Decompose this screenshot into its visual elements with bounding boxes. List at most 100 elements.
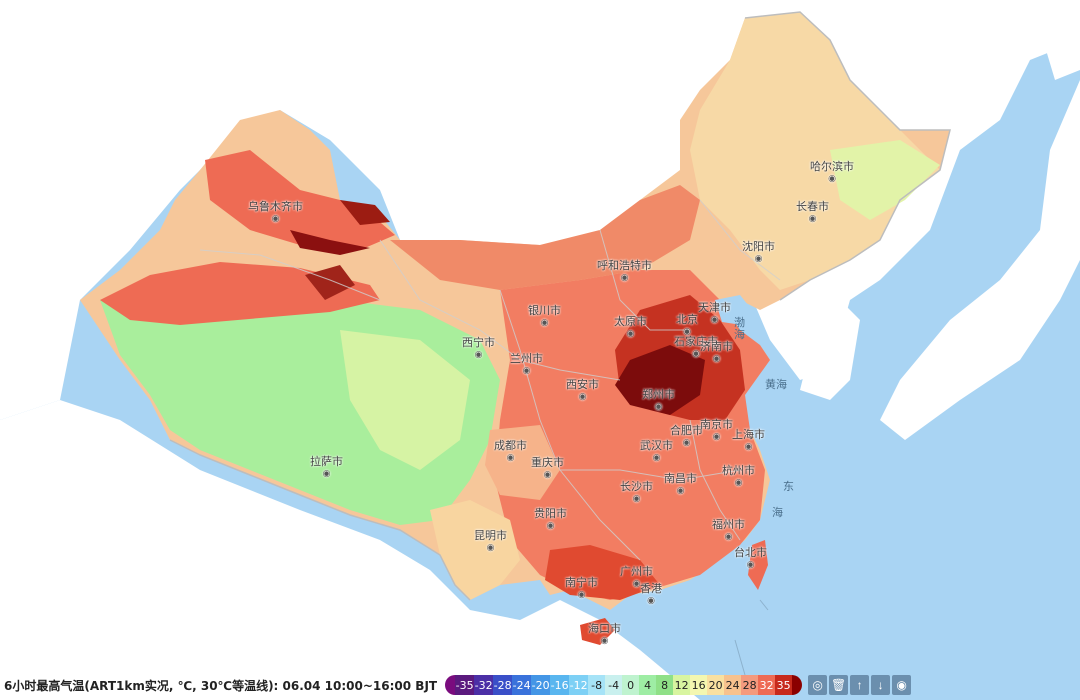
city-dot-icon: ◉ — [474, 350, 483, 360]
city-label: 海口市 ◉ — [588, 620, 621, 646]
city-name: 长沙市 — [620, 480, 653, 493]
city-name: 南京市 — [700, 418, 733, 431]
city-dot-icon: ◉ — [577, 590, 586, 600]
city-name: 昆明市 — [474, 529, 507, 542]
city-label: 西安市 ◉ — [566, 376, 599, 402]
city-label: 昆明市 ◉ — [474, 527, 507, 553]
graticule — [734, 599, 769, 676]
city-dot-icon: ◉ — [578, 392, 587, 402]
legend-cell: -24 — [512, 675, 532, 695]
city-dot-icon: ◉ — [754, 254, 763, 264]
city-dot-icon: ◉ — [683, 327, 691, 337]
legend-cell: -20 — [531, 675, 551, 695]
city-name: 南宁市 — [565, 576, 598, 589]
national-border — [169, 11, 951, 601]
legend-cell: 0 — [622, 675, 640, 695]
city-dot-icon: ◉ — [808, 214, 817, 224]
bottom-bar: 6小时最高气温(ART1km实况, ℃, 30℃等温线): 06.04 10:0… — [0, 670, 1080, 700]
city-label: 长春市 ◉ — [796, 198, 829, 224]
northeast-green — [830, 140, 940, 220]
city-label: 南京市 ◉ — [700, 416, 733, 442]
city-label: 成都市 ◉ — [494, 437, 527, 463]
map-caption: 6小时最高气温(ART1km实况, ℃, 30℃等温线): 06.04 10:0… — [4, 678, 438, 693]
color-legend: -35 -32 -28 -24 -20 -16 -12 -8 -4 0 4 8 12 16 20 24 28 32… — [445, 675, 803, 695]
city-dot-icon: ◉ — [540, 318, 549, 328]
trash-icon[interactable]: 🗑 — [829, 675, 849, 695]
city-name: 天津市 — [698, 301, 731, 314]
japan-north — [1040, 10, 1080, 80]
city-dot-icon: ◉ — [632, 494, 641, 504]
hami-hot — [305, 265, 355, 300]
city-label: 拉萨市 ◉ — [310, 453, 343, 479]
city-label: 沈阳市 ◉ — [742, 238, 775, 264]
city-name: 呼和浩特市 — [597, 259, 652, 272]
city-dot-icon: ◉ — [620, 273, 629, 283]
city-dot-icon: ◉ — [546, 521, 555, 531]
city-label: 呼和浩特市 ◉ — [597, 257, 652, 283]
legend-cell: -16 — [550, 675, 570, 695]
korea — [790, 290, 860, 400]
city-name: 济南市 — [700, 340, 733, 353]
henan-extreme — [615, 345, 705, 415]
city-name: 石家庄市 — [674, 335, 718, 348]
city-label: 武汉市 ◉ — [640, 437, 673, 463]
legend-cell: 35 — [775, 675, 793, 695]
legend-cell: -12 — [569, 675, 589, 695]
city-label: 福州市 ◉ — [712, 516, 745, 542]
city-label: 北京 ◉ — [676, 311, 698, 337]
sea-label-bohai: 渤 — [734, 316, 745, 329]
legend-cell: 8 — [656, 675, 674, 695]
sea-label-east-2: 海 — [772, 506, 783, 519]
city-label: 天津市 ◉ — [698, 299, 731, 325]
city-name: 贵阳市 — [534, 507, 567, 520]
city-label: 南昌市 ◉ — [664, 470, 697, 496]
city-label: 济南市 ◉ — [700, 338, 733, 364]
legend-cell: -8 — [588, 675, 606, 695]
city-dot-icon: ◉ — [744, 442, 753, 452]
turpan-hot — [290, 230, 370, 255]
city-name: 合肥市 — [670, 424, 703, 437]
city-name: 北京 — [676, 313, 698, 326]
city-name: 广州市 — [620, 565, 653, 578]
arrow-up-icon[interactable]: ↑ — [850, 675, 870, 695]
legend-cell: 32 — [758, 675, 776, 695]
junggar-basin — [205, 150, 395, 250]
legend-cap-left — [445, 675, 456, 695]
target-icon[interactable]: ◎ — [808, 675, 828, 695]
northeast-mild — [690, 12, 940, 290]
city-label: 太原市 ◉ — [614, 313, 647, 339]
city-label: 香港 ◉ — [640, 580, 662, 606]
city-label: 重庆市 ◉ — [531, 454, 564, 480]
legend-cell: -4 — [605, 675, 623, 695]
city-dot-icon: ◉ — [676, 486, 685, 496]
map-toolbar: ◎ 🗑 ↑ ↓ ◉ — [808, 675, 912, 695]
city-label: 长沙市 ◉ — [620, 478, 653, 504]
city-dot-icon: ◉ — [486, 543, 495, 553]
city-name: 沈阳市 — [742, 240, 775, 253]
yunnan — [430, 500, 520, 600]
city-name: 银川市 — [528, 304, 561, 317]
legend-cell: -35 — [455, 675, 475, 695]
north-band — [390, 185, 700, 290]
city-name: 兰州市 — [510, 352, 543, 365]
eye-icon[interactable]: ◉ — [892, 675, 912, 695]
arrow-down-icon[interactable]: ↓ — [871, 675, 891, 695]
city-label: 西宁市 ◉ — [462, 334, 495, 360]
sea-label-bohai-2: 海 — [734, 328, 745, 341]
city-label: 南宁市 ◉ — [565, 574, 598, 600]
legend-cell: -28 — [493, 675, 513, 695]
city-name: 台北市 — [734, 546, 767, 559]
taiwan — [748, 540, 768, 590]
japan — [880, 80, 1080, 440]
city-name: 太原市 — [614, 315, 647, 328]
city-label: 乌鲁木齐市 ◉ — [248, 198, 303, 224]
city-name: 西安市 — [566, 378, 599, 391]
legend-cell: 28 — [741, 675, 759, 695]
guangdong-hot — [545, 545, 660, 600]
legend-cells: -35 -32 -28 -24 -20 -16 -12 -8 -4 0 4 8 12 16 20 24 28 32… — [455, 675, 793, 695]
city-dot-icon: ◉ — [652, 453, 661, 463]
xinjiang-dark — [340, 200, 390, 225]
city-name: 成都市 — [494, 439, 527, 452]
city-name: 香港 — [640, 582, 662, 595]
